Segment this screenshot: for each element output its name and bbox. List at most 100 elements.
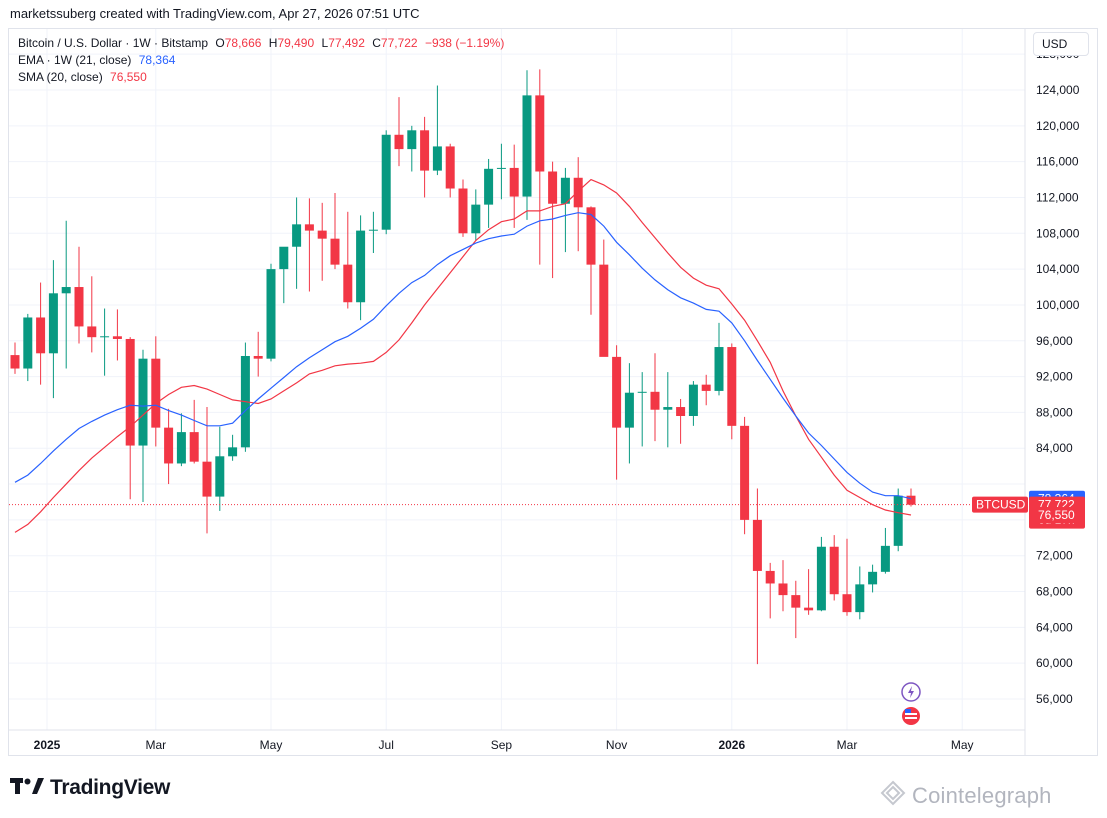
candle-up [816, 546, 826, 611]
candle-down [202, 461, 212, 497]
candle-up [714, 347, 724, 391]
legend-symbol[interactable]: Bitcoin / U.S. Dollar · 1W · Bitstamp [18, 36, 209, 50]
candle-down [778, 583, 788, 596]
legend-sma-value: 76,550 [110, 70, 147, 84]
y-tick-label: 112,000 [1036, 190, 1079, 204]
legend-high-label: H [268, 36, 278, 50]
legend-ohlc-row: Bitcoin / U.S. Dollar · 1W · Bitstamp O 7… [18, 35, 504, 51]
candle-down [420, 130, 430, 171]
candle-down [573, 177, 583, 208]
y-tick-label: 56,000 [1036, 692, 1073, 706]
candle-down [330, 238, 340, 265]
sma-price-badge [1029, 506, 1085, 523]
legend-low-value: 77,492 [328, 36, 365, 50]
x-tick-label: Nov [606, 738, 627, 752]
candle-down [765, 570, 775, 584]
candle-down [112, 336, 122, 339]
candle-down [445, 146, 455, 189]
candle-up [868, 571, 878, 585]
y-tick-label: 96,000 [1036, 334, 1073, 348]
y-tick-label: 72,000 [1036, 549, 1073, 563]
candle-down [586, 207, 596, 265]
candle-down [394, 134, 404, 150]
x-tick-label: Jul [379, 738, 394, 752]
candle-up [663, 407, 673, 410]
legend-ema-row[interactable]: EMA · 1W (21, close) 78,364 [18, 52, 175, 68]
y-tick-label: 120,000 [1036, 119, 1080, 133]
candle-up [522, 95, 532, 197]
legend-ema-label: EMA · 1W (21, close) [18, 53, 132, 67]
candle-down [458, 188, 468, 234]
x-tick-label: 2025 [34, 738, 61, 752]
legend-sma-row[interactable]: SMA (20, close) 76,550 [18, 69, 147, 85]
candle-down [74, 287, 84, 327]
candle-up [432, 146, 442, 171]
candle-up [893, 495, 903, 546]
flag-canton [905, 709, 911, 713]
candle-up [23, 317, 33, 369]
candle-up [471, 204, 481, 234]
x-tick-label: May [260, 738, 283, 752]
sma-20-line [14, 178, 912, 533]
y-tick-label: 108,000 [1036, 226, 1080, 240]
candle-down [804, 607, 814, 611]
x-tick-label: Sep [491, 738, 513, 752]
chart-frame[interactable] [8, 28, 1098, 756]
cointelegraph-watermark: Cointelegraph [880, 780, 1052, 812]
y-tick-label: 68,000 [1036, 585, 1073, 599]
candle-up [407, 130, 417, 150]
candle-up [637, 391, 647, 393]
lightning-glyph [908, 686, 914, 698]
y-tick-label: 116,000 [1036, 155, 1079, 169]
candle-up [100, 336, 110, 338]
candle-up [292, 224, 302, 247]
legend-change: −938 (−1.19%) [424, 36, 505, 50]
tradingview-brand[interactable]: TradingView [10, 776, 170, 800]
candle-down [752, 519, 762, 571]
chart-credit: marketssuberg created with TradingView.c… [10, 6, 420, 21]
y-tick-label: 60,000 [1036, 656, 1073, 670]
candle-up [855, 584, 865, 613]
candle-up [61, 287, 71, 294]
legend-sma-label: SMA (20, close) [18, 70, 103, 84]
candle-down [125, 338, 135, 446]
x-tick-label: Mar [145, 738, 166, 752]
cointelegraph-logo-icon [880, 780, 906, 812]
candle-down [253, 355, 263, 359]
flag-stripe [905, 717, 917, 719]
candle-down [906, 495, 916, 505]
currency-button[interactable]: USD [1033, 32, 1089, 56]
y-tick-label: 92,000 [1036, 370, 1073, 384]
candle-up [880, 545, 890, 572]
candle-up [484, 168, 494, 205]
candle-up [560, 177, 570, 204]
candle-down [317, 230, 327, 239]
candle-up [215, 456, 225, 497]
y-tick-label: 64,000 [1036, 620, 1073, 634]
legend-open-label: O [215, 36, 225, 50]
candle-down [791, 595, 801, 608]
y-tick-label: 104,000 [1036, 262, 1080, 276]
candle-down [509, 167, 519, 197]
x-tick-label: Mar [837, 738, 858, 752]
y-tick-label: 88,000 [1036, 405, 1073, 419]
y-tick-label: 100,000 [1036, 298, 1080, 312]
candle-down [676, 407, 686, 416]
candle-up [496, 167, 506, 169]
candle-up [368, 229, 378, 231]
sma-price-badge-text: 76,550 [1038, 508, 1075, 522]
candle-up [624, 392, 634, 428]
candle-down [740, 425, 750, 520]
ema-21-line [14, 212, 912, 500]
tradingview-logo-icon [10, 777, 44, 800]
candle-down [189, 432, 199, 462]
legend-close-value: 77,722 [380, 36, 418, 50]
candle-up [228, 447, 238, 457]
candle-down [304, 224, 314, 231]
candle-down [87, 326, 97, 338]
candle-down [701, 384, 711, 391]
candle-down [164, 427, 174, 464]
candle-down [535, 95, 545, 172]
candle-down [612, 356, 622, 428]
